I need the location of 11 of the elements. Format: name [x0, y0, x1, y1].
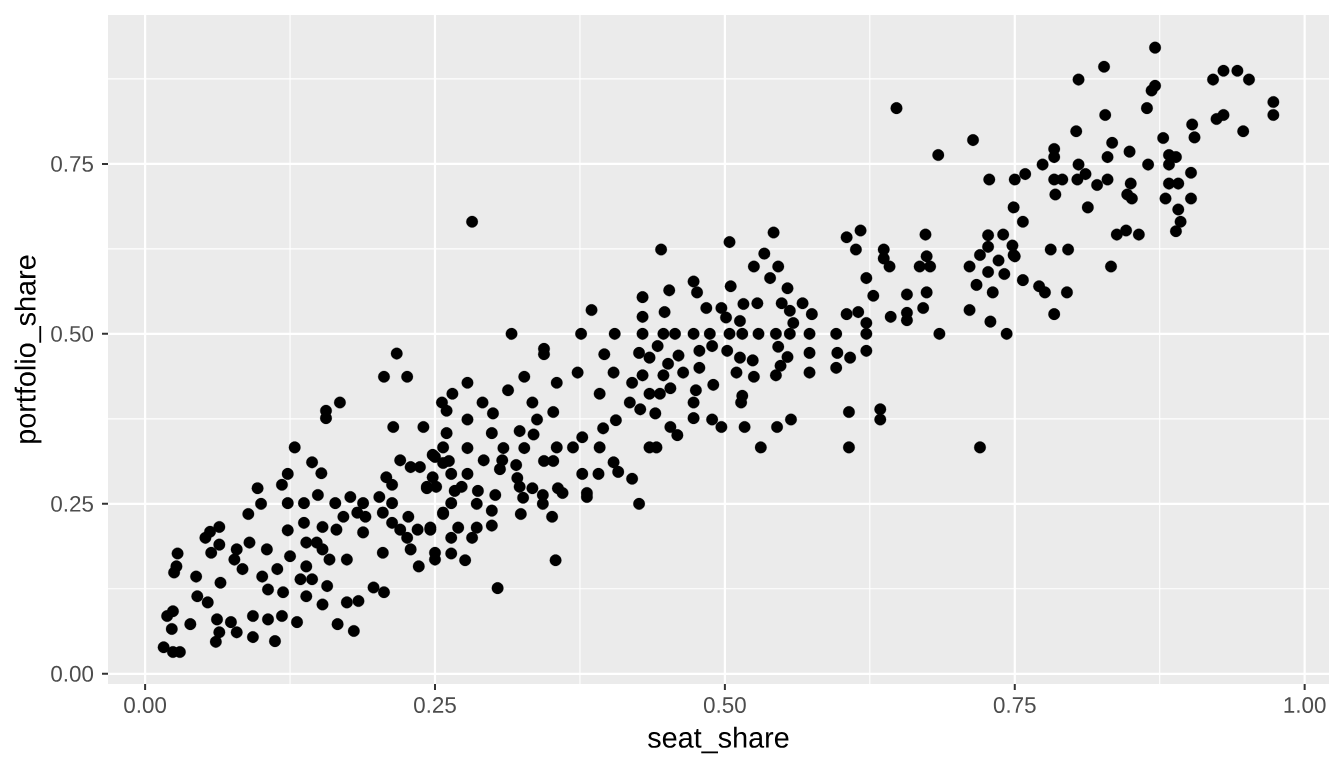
y-tick-label: 0.00	[51, 665, 94, 682]
x-axis-title: seat_share	[648, 726, 789, 754]
y-tick-label: 0.25	[51, 495, 93, 512]
x-tick-label: 0.25	[414, 697, 456, 713]
y-axis-title: portfolio_share	[14, 255, 42, 443]
y-tick-label: 0.75	[51, 155, 93, 172]
y-tick-label: 0.50	[51, 325, 94, 342]
x-tick-label: 1.00	[1284, 697, 1326, 713]
x-tick-label: 0.00	[124, 697, 167, 713]
x-tick-label: 0.75	[993, 697, 1036, 713]
x-tick-label: 0.50	[703, 697, 746, 713]
